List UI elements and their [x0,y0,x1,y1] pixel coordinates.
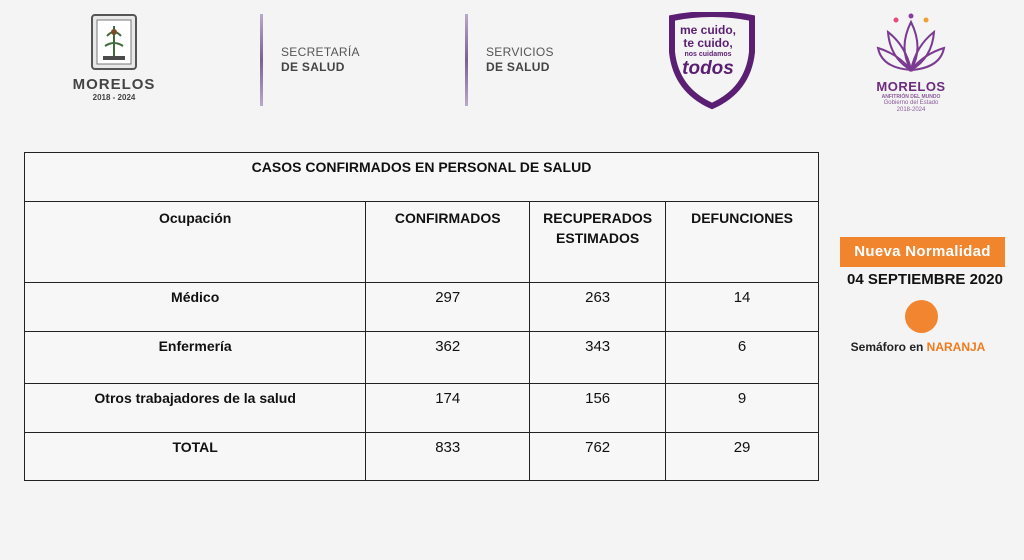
nueva-normalidad-badge: Nueva Normalidad [840,237,1005,267]
morelos-government-logo: MORELOS ANFITRIÓN DEL MUNDO Gobierno del… [866,12,956,122]
traffic-light-icon [905,300,938,333]
campaign-line1: me cuido, [679,23,736,37]
dept1-line1: SECRETARÍA [281,45,360,59]
cell-defunciones: 14 [665,282,819,332]
cell-defunciones: 6 [665,331,819,384]
cell-ocupacion: Otros trabajadores de la salud [23,383,367,433]
table-row: Otros trabajadores de la salud 174 156 9 [23,383,819,433]
cell-recuperados: 156 [529,383,667,433]
crest-title: MORELOS [72,76,156,93]
cell-confirmados: 362 [365,331,531,384]
table-title: CASOS CONFIRMADOS EN PERSONAL DE SALUD [24,152,819,202]
table-total-row: TOTAL 833 762 29 [23,432,819,481]
semaforo-color-word: NARANJA [926,340,986,354]
column-header-recuperados: RECUPERADOS ESTIMADOS [529,201,667,283]
column-header-ocupacion: Ocupación [23,201,367,283]
shield-icon [669,12,755,110]
morelos2-title: MORELOS [876,79,946,94]
campaign-line3: nos cuidamos [684,51,732,58]
column-header-confirmados: CONFIRMADOS [365,201,531,283]
cell-recuperados: 263 [529,282,667,332]
table-header-row: Ocupación CONFIRMADOS RECUPERADOS ESTIMA… [23,201,819,283]
morelos2-gov-line2: 2018-2024 [896,107,926,113]
cell-ocupacion: Médico [23,282,367,332]
header-divider [260,14,263,106]
cases-table: CASOS CONFIRMADOS EN PERSONAL DE SALUD O… [23,152,819,481]
cell-recuperados: 343 [529,331,667,384]
semaforo-prefix: Semáforo en [850,340,927,354]
cell-confirmados: 833 [365,432,531,481]
servicios-salud-label: SERVICIOS DE SALUD [486,45,554,75]
campaign-shield-logo: me cuido, te cuido, nos cuidamos todos [668,12,756,110]
campaign-text: me cuido, te cuido, nos cuidamos todos [668,24,748,79]
header-divider [465,14,468,106]
cell-ocupacion: Enfermería [23,331,367,384]
dept1-line2: DE SALUD [281,60,345,74]
lotus-flower-icon [876,13,946,72]
morelos-crest-logo: MORELOS 2018 - 2024 [70,12,158,110]
morelos2-subtitle: ANFITRIÓN DEL MUNDO [881,94,941,100]
cell-confirmados: 174 [365,383,531,433]
cell-defunciones: 29 [665,432,819,481]
table-row: Médico 297 263 14 [23,282,819,332]
cell-confirmados: 297 [365,282,531,332]
cell-defunciones: 9 [665,383,819,433]
crest-years: 2018 - 2024 [92,93,136,102]
column-header-defunciones: DEFUNCIONES [665,201,819,283]
campaign-line2: te cuido, [683,36,733,50]
dept2-line1: SERVICIOS [486,45,554,59]
report-date: 04 SEPTIEMBRE 2020 [847,271,1003,288]
campaign-line4: todos [682,58,734,79]
semaforo-status: Semáforo en NARANJA [838,340,998,354]
cell-recuperados: 762 [529,432,667,481]
morelos2-gov-line1: Gobierno del Estado [883,100,939,106]
crest-emblem-icon [91,14,137,70]
secretaria-salud-label: SECRETARÍA DE SALUD [281,45,360,75]
dept2-line2: DE SALUD [486,60,550,74]
cell-ocupacion: TOTAL [23,432,367,481]
table-title-row: CASOS CONFIRMADOS EN PERSONAL DE SALUD [24,152,819,202]
table-row: Enfermería 362 343 6 [23,331,819,384]
